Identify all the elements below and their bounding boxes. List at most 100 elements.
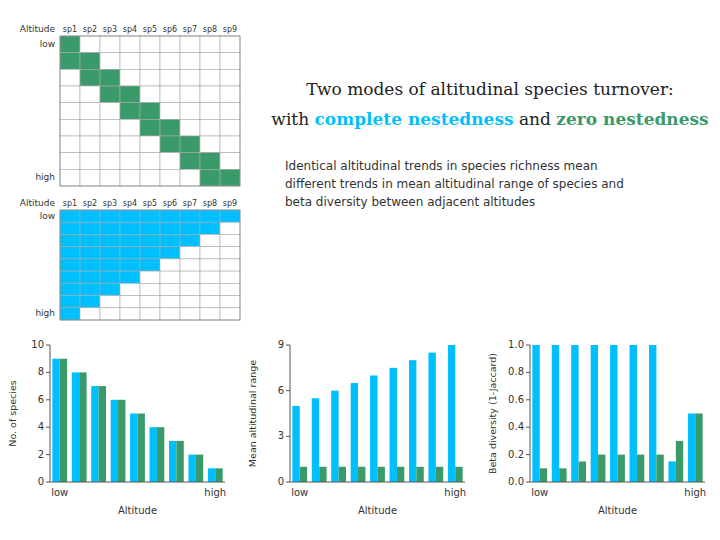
tick-mark [526,427,530,428]
grid-frame [60,210,240,320]
tick-mark [526,399,530,400]
grid-cell [160,136,180,153]
bar [656,455,663,482]
grid-cell [180,69,200,86]
grid-cell [80,86,100,103]
grid-cell [80,210,100,222]
tick-label: 0.4 [508,421,524,432]
grid-cell [60,271,80,283]
presence-grid: sp1sp2sp3sp4sp5sp6sp7sp8sp9lowhighAltitu… [20,24,240,186]
tick-label: 10 [31,339,44,350]
grid-cell [180,308,200,320]
grid-cell [120,308,140,320]
x-axis-line [50,482,225,483]
grid-frame [60,36,240,186]
grid-cell [220,259,240,271]
bar [358,467,365,482]
x-axis-line [290,482,465,483]
text-area: Two modes of altitudinal species turnove… [271,79,708,209]
grid-cell [100,119,120,136]
grid-cell [60,234,80,246]
tick-label: high [204,487,226,498]
grid-cell [100,308,120,320]
grid-cell [200,222,220,234]
grid-cell [120,119,140,136]
bar [138,414,145,483]
axis-label: Beta diversity (1-Jaccard) [487,353,498,474]
grid-cell [160,36,180,53]
tick-label: 1.0 [508,339,524,350]
bar [630,345,637,482]
tick-label: low [51,487,68,498]
grid-cell [100,271,120,283]
title-part: complete nestedness [315,109,514,129]
grid-cell [220,86,240,103]
grid-cell [120,234,140,246]
bar [610,345,617,482]
subtitle: Identical altitudinal trends in species … [285,159,598,173]
bars [52,359,222,482]
grid-cell [180,153,200,170]
grid-cell [160,103,180,120]
grid-cell [220,153,240,170]
grid-cell [80,308,100,320]
grid-cell [220,308,240,320]
grid-cell [80,136,100,153]
grid-cell [200,36,220,53]
tick-label: high [684,487,706,498]
bar [292,406,299,482]
tick-mark [286,345,290,346]
grid-cell [220,247,240,259]
tick-mark [46,427,50,428]
bar [130,414,137,483]
grid-cell [220,36,240,53]
axis-label: Altitude [20,24,56,34]
bar [618,455,625,482]
grid-cell [200,296,220,308]
bar [598,455,605,482]
species-label: sp3 [103,25,117,34]
presence-grid: sp1sp2sp3sp4sp5sp6sp7sp8sp9lowhighAltitu… [20,198,240,320]
bar [157,427,164,482]
grid-cell [180,103,200,120]
grid-cell [60,259,80,271]
tick-label: 8 [38,366,44,377]
species-label: sp6 [163,199,177,208]
grid-cell [160,296,180,308]
grid-cell [80,283,100,295]
bar [552,345,559,482]
bar-chart: 0.00.20.40.60.81.0lowhighAltitudeBeta di… [487,339,706,516]
grid-cell [200,86,220,103]
grid-cell [100,210,120,222]
grid-cell [60,222,80,234]
grid-cell [200,283,220,295]
grid-cell [100,259,120,271]
grid-cell [60,153,80,170]
grid-cell [160,222,180,234]
bar-chart: 0246810lowhighAltitudeNo. of species [7,339,226,516]
grid-cell [80,222,100,234]
bars [292,345,462,482]
grid-cell [140,308,160,320]
grid-cell [140,103,160,120]
bar [52,359,59,482]
bar [331,391,338,482]
grid-cell [60,247,80,259]
bar [409,360,416,482]
species-label: sp6 [163,25,177,34]
bar [695,414,702,483]
grid-cell [100,153,120,170]
grid-cell [80,103,100,120]
subtitle: beta diversity between adjacent altitude… [285,195,535,209]
tick-mark [46,482,50,483]
altitude-label: high [35,172,55,182]
axis-label: Altitude [118,505,157,516]
species-label: sp2 [83,25,97,34]
grid-cell [100,169,120,186]
figure: Two modes of altitudinal species turnove… [0,0,720,540]
grid-cell [220,296,240,308]
species-label: sp3 [103,199,117,208]
grid-cell [220,210,240,222]
grid-cell [100,283,120,295]
grid-cell [200,136,220,153]
